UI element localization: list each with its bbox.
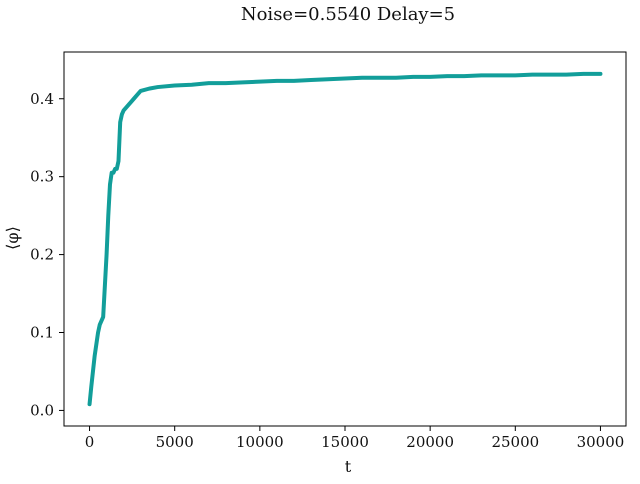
x-tick-label: 0 <box>85 433 95 451</box>
series-point <box>103 284 107 287</box>
series-point <box>96 331 100 334</box>
series-point <box>377 76 381 79</box>
x-tick-label: 10000 <box>236 433 284 451</box>
series-point <box>343 77 347 80</box>
series-point <box>113 167 117 171</box>
series-point <box>117 159 120 163</box>
y-tick-label: 0.0 <box>30 401 54 419</box>
series-point <box>100 319 103 323</box>
x-tick-label: 30000 <box>577 433 625 451</box>
x-tick-label: 5000 <box>156 433 194 451</box>
series-point <box>156 85 159 89</box>
series-point <box>514 74 517 77</box>
x-tick-label: 15000 <box>321 433 369 451</box>
series-point <box>91 370 95 373</box>
series-point <box>582 72 585 76</box>
chart-title: Noise=0.5540 Delay=5 <box>241 4 455 25</box>
series-point <box>463 74 466 78</box>
series-point <box>394 76 398 79</box>
series-point <box>224 81 227 85</box>
series-point <box>326 78 330 81</box>
series-point <box>360 76 364 79</box>
series-layer <box>87 71 603 407</box>
series-point <box>428 75 432 79</box>
series-point <box>548 73 551 76</box>
series-point <box>110 171 113 174</box>
series-point <box>241 81 245 84</box>
x-axis-label: t <box>345 457 352 476</box>
series-point <box>115 167 118 171</box>
series-point <box>90 385 93 389</box>
series-point <box>480 74 483 77</box>
series-point <box>101 315 105 319</box>
series-point <box>599 72 602 76</box>
series-point <box>107 214 110 217</box>
series-point <box>108 183 112 186</box>
x-tick-label: 25000 <box>491 433 539 451</box>
series-point <box>125 105 129 108</box>
y-tick-label: 0.1 <box>30 324 54 342</box>
series-point <box>129 101 132 104</box>
series-point <box>565 73 568 76</box>
y-tick-label: 0.3 <box>30 168 54 186</box>
series-point <box>190 83 193 86</box>
series-point <box>207 81 210 85</box>
series-point <box>88 402 91 406</box>
series-point <box>132 97 136 100</box>
series-point <box>95 342 98 346</box>
series-point <box>411 75 415 79</box>
x-tick-label: 20000 <box>406 433 454 451</box>
y-tick-label: 0.4 <box>30 90 54 108</box>
y-axis-label: ⟨φ⟩ <box>3 226 22 250</box>
series-point <box>258 80 262 83</box>
series-point <box>173 84 176 87</box>
series-point <box>98 323 101 326</box>
series-point <box>112 171 115 174</box>
series-point <box>497 74 500 77</box>
axes-layer: 0 5000 10000 15000 20000 25000 30000 0.0 0.1 0.2 0… <box>30 90 624 451</box>
series-point <box>309 78 313 82</box>
series-point <box>275 79 279 83</box>
series-point <box>136 93 139 97</box>
series-point <box>292 79 296 83</box>
series-point <box>122 109 125 112</box>
series-point <box>139 89 142 93</box>
series-point <box>531 73 534 76</box>
plot-area <box>63 51 627 427</box>
series-line <box>87 71 603 407</box>
series-point <box>147 87 151 90</box>
plot-frame <box>63 51 627 427</box>
series-point <box>105 253 108 256</box>
y-tick-label: 0.2 <box>30 246 54 264</box>
series-point <box>93 354 96 358</box>
series-point <box>445 74 449 78</box>
series-point <box>120 113 124 116</box>
series-point <box>119 120 122 124</box>
